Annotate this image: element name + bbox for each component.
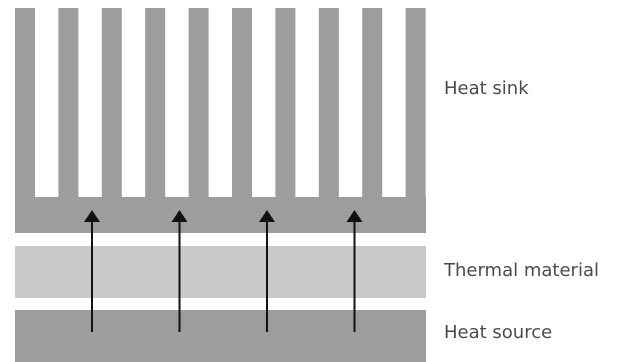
heat-sink-fin <box>405 8 426 200</box>
arrow-head <box>171 210 188 222</box>
heat-flow-arrows <box>84 210 363 332</box>
heat-sink-base <box>15 197 426 233</box>
heat-sink-fin <box>275 8 296 200</box>
heat-sink-fin <box>15 8 35 200</box>
heat-flow-arrow <box>171 210 188 332</box>
thermal-material-layer <box>15 246 426 298</box>
heat-flow-arrow <box>346 210 363 332</box>
arrow-head <box>259 210 275 222</box>
heat-flow-arrow <box>84 210 100 332</box>
thermal-material-label: Thermal material <box>444 260 599 281</box>
heat-sink-fin <box>362 8 383 200</box>
heat-sink-fin <box>145 8 166 200</box>
heat-sink-fin <box>188 8 209 200</box>
heat-sink-fin <box>58 8 79 200</box>
heat-sink-fin <box>232 8 252 200</box>
arrow-head <box>346 210 363 222</box>
heat-sink-fin <box>318 8 339 200</box>
heat-sink-fin <box>101 8 122 200</box>
heat-sink <box>15 8 426 233</box>
heat-source-label: Heat source <box>444 322 553 343</box>
heat-flow-arrow <box>259 210 275 332</box>
heat-source-layer <box>15 310 426 362</box>
arrow-head <box>84 210 100 222</box>
heat-sink-label: Heat sink <box>444 78 529 99</box>
